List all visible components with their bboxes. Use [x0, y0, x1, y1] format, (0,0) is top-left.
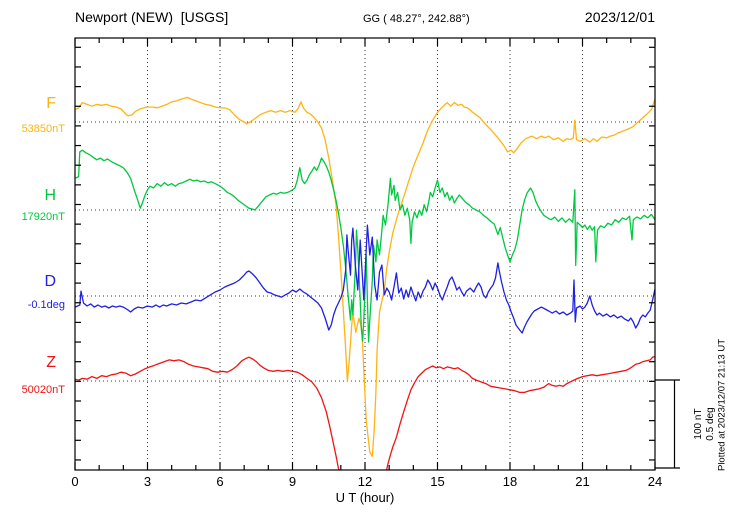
scale-bar-label-deg: 0.5 deg: [705, 407, 716, 441]
x-tick-label-12: 12: [357, 474, 373, 489]
x-tick-label-3: 3: [143, 474, 152, 489]
trace-reference-z: 50020nT: [21, 384, 65, 396]
x-tick-label-24: 24: [647, 474, 663, 489]
data-traces: [75, 96, 655, 470]
trace-z: [75, 355, 655, 470]
x-tick-label-9: 9: [288, 474, 297, 489]
x-tick-label-0: 0: [71, 474, 79, 489]
scale-bar-label: 100 nT 0.5 deg: [693, 407, 717, 440]
trace-reference-f: 53850nT: [21, 123, 65, 135]
trace-reference-h: 17920nT: [21, 211, 65, 223]
page-title: Newport (NEW) [USGS]: [75, 9, 229, 25]
gridlines: [75, 38, 655, 470]
x-tick-label-6: 6: [216, 474, 224, 489]
trace-label-z: Z: [46, 354, 56, 371]
plot-date: 2023/12/01: [584, 9, 655, 25]
x-axis-title: U T (hour): [335, 490, 395, 505]
scale-bar: [655, 379, 680, 469]
trace-label-f: F: [46, 95, 56, 112]
trace-label-h: H: [44, 187, 56, 204]
x-tick-label-15: 15: [430, 474, 445, 489]
trace-f: [75, 96, 655, 458]
x-tick-label-18: 18: [502, 474, 518, 489]
plot-frame: [74, 37, 656, 471]
plot-timestamp: Plotted at 2023/12/07 21:13 UT: [716, 338, 728, 472]
geographic-coordinates: GG ( 48.27°, 242.88°): [363, 13, 470, 25]
trace-d: [75, 224, 655, 334]
trace-h: [75, 149, 655, 343]
trace-reference-d: -0.1deg: [27, 299, 65, 311]
scale-bar-label-nt: 100 nT: [693, 408, 704, 440]
x-tick-label-21: 21: [575, 474, 590, 489]
trace-label-d: D: [44, 273, 56, 290]
